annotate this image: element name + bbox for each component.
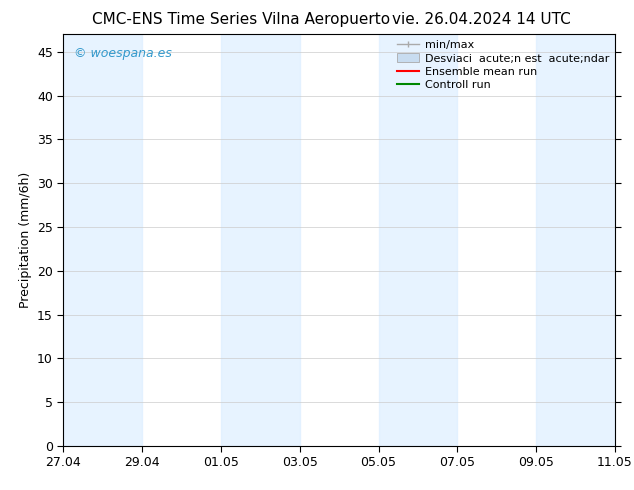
Bar [536,34,615,446]
Bar [221,34,300,446]
Text: © woespana.es: © woespana.es [74,47,172,60]
Bar [378,34,457,446]
Bar [63,34,142,446]
Text: vie. 26.04.2024 14 UTC: vie. 26.04.2024 14 UTC [392,12,571,27]
Text: CMC-ENS Time Series Vilna Aeropuerto: CMC-ENS Time Series Vilna Aeropuerto [92,12,390,27]
Y-axis label: Precipitation (mm/6h): Precipitation (mm/6h) [18,172,32,308]
Legend: min/max, Desviaci  acute;n est  acute;ndar, Ensemble mean run, Controll run: min/max, Desviaci acute;n est acute;ndar… [394,37,612,93]
